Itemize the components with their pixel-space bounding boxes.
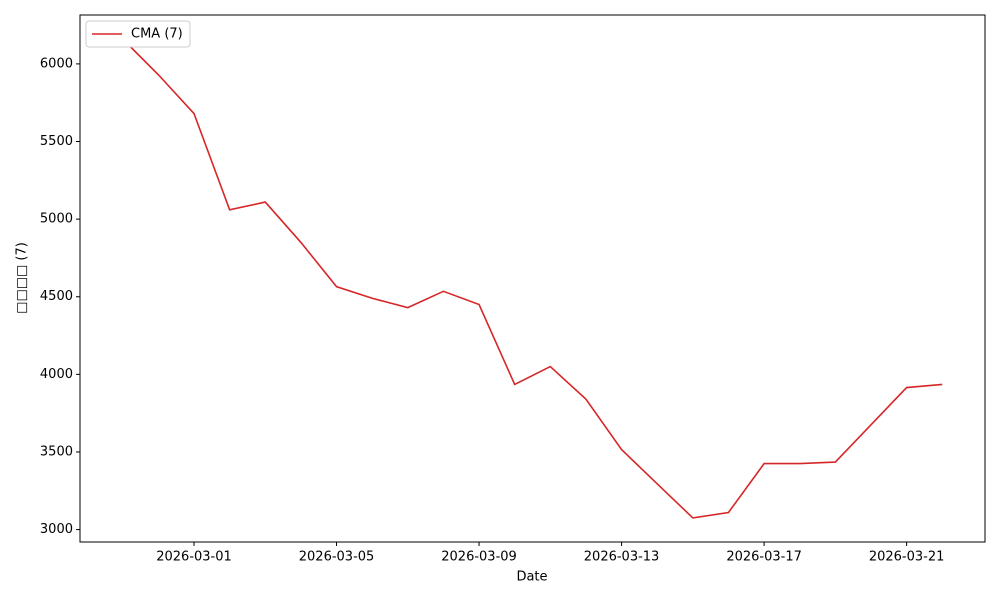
y-tick-label: 4000 [40,367,73,382]
plot-frame [79,14,986,543]
y-axis-label: □□□□ (7) [15,242,30,314]
x-tick-label: 2026-03-13 [584,550,660,565]
x-tick-label: 2026-03-09 [441,550,517,565]
y-tick-label: 3000 [40,522,73,537]
line [122,38,943,519]
y-tick-label: 6000 [40,56,73,71]
x-tick-label: 2026-03-17 [726,550,802,565]
y-tick-label: 5500 [40,134,73,149]
y-tick-label: 3500 [40,444,73,459]
y-tick-label: 5000 [40,212,73,227]
x-tick-label: 2026-03-21 [869,550,945,565]
legend-label: CMA (7) [131,27,183,42]
x-tick-label: 2026-03-01 [156,550,232,565]
y-tick-label: 4500 [40,289,73,304]
x-tick-label: 2026-03-05 [299,550,375,565]
legend-box [85,20,191,48]
x-axis-label: Date [516,570,547,585]
